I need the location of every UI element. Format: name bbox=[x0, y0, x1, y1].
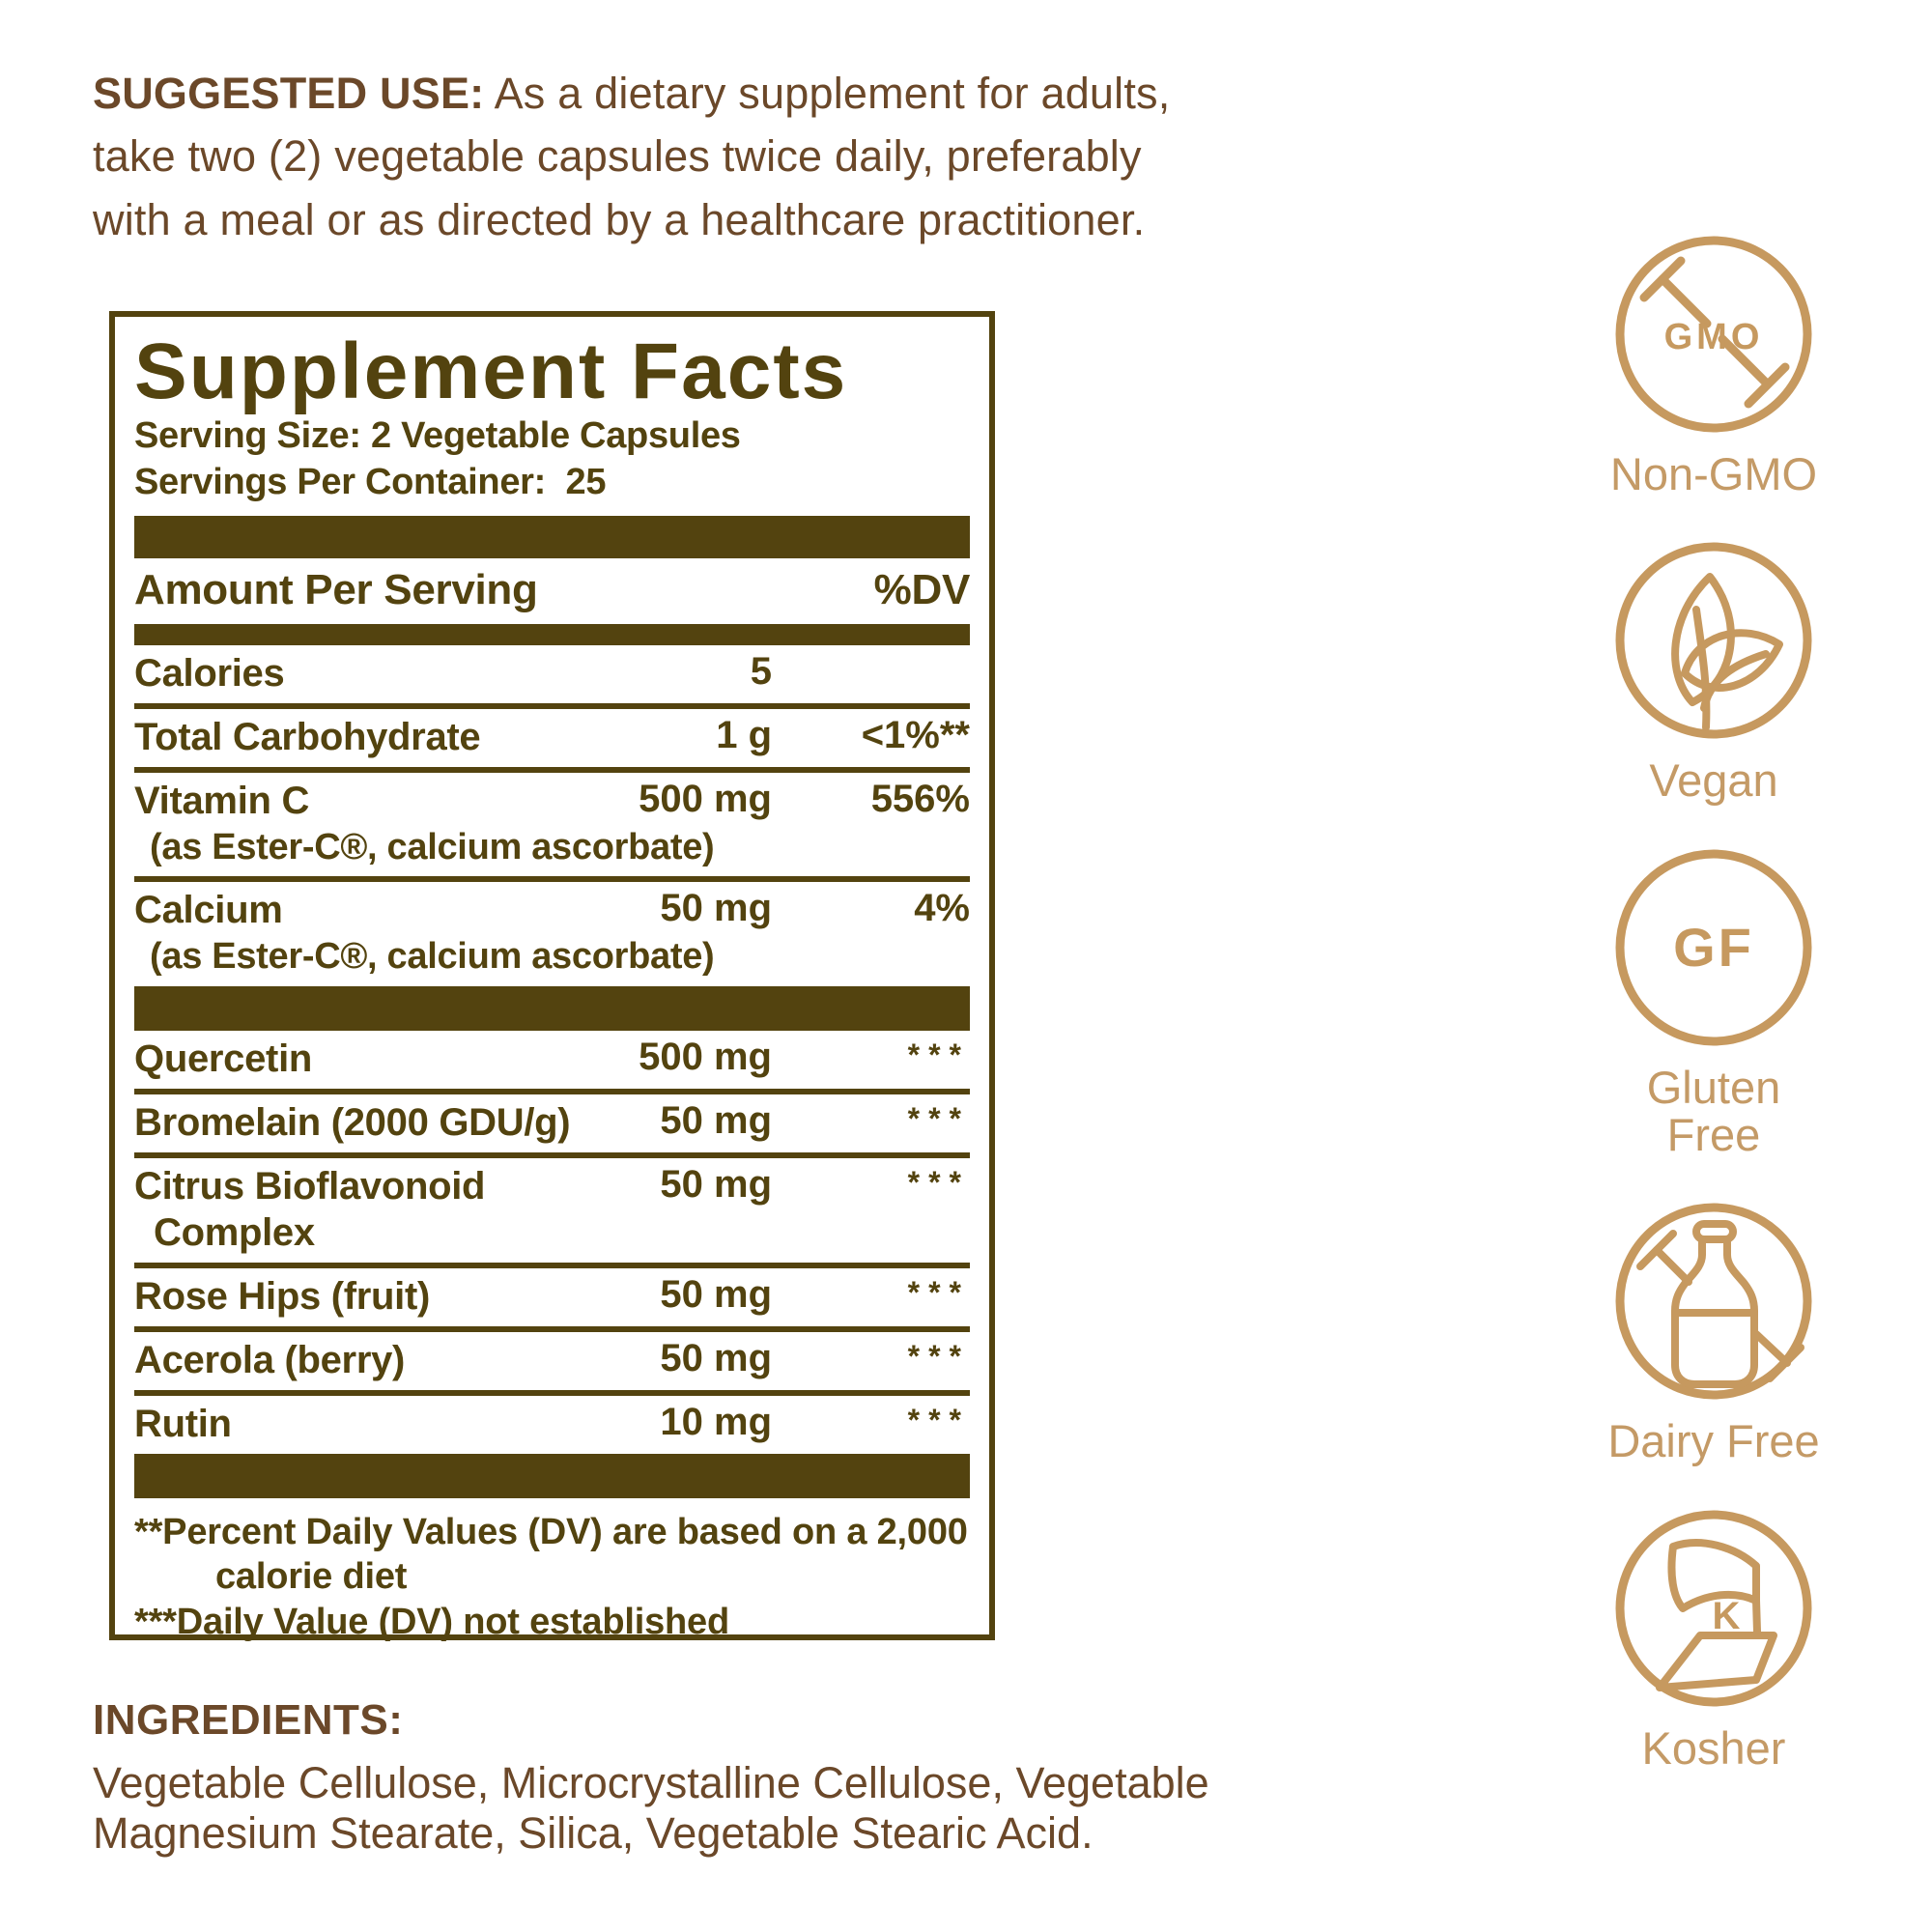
table-row-acerola: Acerola (berry) 50 mg *** bbox=[134, 1326, 970, 1390]
row-name: Acerola (berry) bbox=[134, 1339, 406, 1382]
ingredients-section: INGREDIENTS: Vegetable Cellulose, Microc… bbox=[93, 1696, 1262, 1859]
gluten-free-icon-text: GF bbox=[1673, 917, 1754, 978]
column-header-row: Amount Per Serving %DV bbox=[134, 558, 970, 624]
row-amount: 1 g bbox=[716, 713, 772, 756]
badge-dairy-free: Dairy Free bbox=[1607, 1199, 1820, 1467]
row-amount: 50 mg bbox=[660, 1273, 772, 1317]
ingredients-body: Vegetable Cellulose, Microcrystalline Ce… bbox=[93, 1758, 1209, 1859]
dv-header: %DV bbox=[873, 565, 971, 613]
divider-bar bbox=[134, 986, 970, 1032]
row-dv: *** bbox=[907, 1037, 970, 1073]
badge-label: Gluten Free bbox=[1646, 1061, 1781, 1161]
servings-per-container-line: Servings Per Container: 25 bbox=[134, 461, 607, 502]
kosher-icon: K bbox=[1615, 1510, 1812, 1707]
row-name: Vitamin C bbox=[134, 779, 310, 822]
row-name: Quercetin bbox=[134, 1037, 313, 1081]
row-name: Citrus Bioflavonoid bbox=[134, 1165, 486, 1208]
gluten-free-icon: GF bbox=[1615, 849, 1812, 1046]
footnote-dv-not-established: ***Daily Value (DV) not established bbox=[134, 1601, 729, 1642]
row-name: Bromelain (2000 GDU/g) bbox=[134, 1101, 571, 1145]
badge-vegan: Vegan bbox=[1611, 538, 1816, 807]
row-dv: *** bbox=[907, 1101, 970, 1137]
badge-non-gmo: GMO Non-GMO bbox=[1610, 232, 1817, 497]
amount-per-serving-header: Amount Per Serving bbox=[134, 565, 538, 613]
footnotes: **Percent Daily Values (DV) are based on… bbox=[134, 1510, 970, 1644]
table-row-vitamin-c: Vitamin C 500 mg 556% (as Ester-C®, calc… bbox=[134, 766, 970, 877]
ingredients-heading: INGREDIENTS: bbox=[93, 1696, 404, 1744]
badge-kosher: K Kosher bbox=[1611, 1506, 1816, 1772]
table-row-quercetin: Quercetin 500 mg *** bbox=[134, 1031, 970, 1089]
vegan-leaves-icon bbox=[1615, 542, 1812, 739]
row-dv: *** bbox=[907, 1339, 970, 1375]
table-row-bromelain: Bromelain (2000 GDU/g) 50 mg *** bbox=[134, 1089, 970, 1152]
row-name: Calcium bbox=[134, 889, 283, 932]
row-amount: 50 mg bbox=[660, 1337, 772, 1380]
row-name: Total Carbohydrate bbox=[134, 715, 481, 758]
footnote-daily-values: **Percent Daily Values (DV) are based on… bbox=[134, 1512, 968, 1598]
table-row-total-carbohydrate: Total Carbohydrate 1 g <1%** bbox=[134, 702, 970, 767]
row-amount: 50 mg bbox=[660, 1163, 772, 1207]
row-source-note: (as Ester-C®, calcium ascorbate) bbox=[150, 936, 715, 978]
divider-bar bbox=[134, 623, 970, 645]
row-name: Calories bbox=[134, 651, 285, 695]
row-source-note: (as Ester-C®, calcium ascorbate) bbox=[150, 826, 715, 867]
table-row-rutin: Rutin 10 mg *** bbox=[134, 1390, 970, 1454]
row-amount: 5 bbox=[750, 649, 772, 693]
badge-label: Dairy Free bbox=[1607, 1415, 1820, 1467]
certification-badges: GMO Non-GMO Vegan GF Gluten Free bbox=[1596, 232, 1832, 1812]
serving-size-line: Serving Size: 2 Vegetable Capsules bbox=[134, 415, 741, 457]
row-amount: 50 mg bbox=[660, 887, 772, 930]
row-name-line2: Complex bbox=[154, 1211, 315, 1255]
suggested-use-body: As a dietary supplement for adults, take… bbox=[93, 69, 1171, 244]
row-name: Rutin bbox=[134, 1403, 232, 1446]
row-amount: 500 mg bbox=[639, 777, 772, 820]
row-dv: 556% bbox=[870, 777, 970, 820]
row-dv: 4% bbox=[914, 887, 970, 930]
row-dv: *** bbox=[907, 1165, 970, 1201]
suggested-use-heading: SUGGESTED USE: bbox=[93, 69, 485, 118]
table-row-rose-hips: Rose Hips (fruit) 50 mg *** bbox=[134, 1263, 970, 1326]
suggested-use-paragraph: SUGGESTED USE: As a dietary supplement f… bbox=[93, 62, 1204, 251]
row-amount: 50 mg bbox=[660, 1099, 772, 1143]
kosher-icon-text: K bbox=[1713, 1595, 1741, 1637]
row-amount: 10 mg bbox=[660, 1401, 772, 1444]
table-row-calories: Calories 5 bbox=[134, 645, 970, 703]
badge-gluten-free: GF Gluten Free bbox=[1596, 845, 1832, 1159]
badge-label: Vegan bbox=[1649, 754, 1778, 807]
row-dv: <1%** bbox=[861, 713, 970, 756]
row-amount: 500 mg bbox=[639, 1036, 772, 1079]
table-row-citrus-bioflavonoid: Citrus Bioflavonoid 50 mg *** Complex bbox=[134, 1152, 970, 1263]
table-row-calcium: Calcium 50 mg 4% (as Ester-C®, calcium a… bbox=[134, 876, 970, 986]
row-dv: *** bbox=[907, 1403, 970, 1438]
row-name: Rose Hips (fruit) bbox=[134, 1275, 431, 1319]
badge-label: Kosher bbox=[1641, 1721, 1786, 1774]
row-dv: *** bbox=[907, 1275, 970, 1311]
divider-bar bbox=[134, 515, 970, 558]
badge-label: Non-GMO bbox=[1609, 448, 1818, 499]
non-gmo-icon: GMO bbox=[1615, 236, 1812, 433]
dairy-free-icon bbox=[1615, 1203, 1812, 1400]
non-gmo-icon-text: GMO bbox=[1664, 317, 1764, 357]
facts-title: Supplement Facts bbox=[134, 327, 848, 415]
supplement-facts-panel: Supplement Facts Serving Size: 2 Vegetab… bbox=[109, 311, 995, 1642]
divider-bar bbox=[134, 1454, 970, 1499]
